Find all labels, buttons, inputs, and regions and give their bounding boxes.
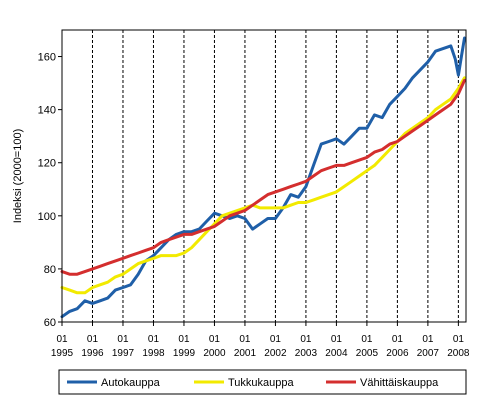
x-tick-month-2008: 01 [453,334,465,345]
x-tick-year-2007: 2007 [417,348,440,359]
series-line-2 [60,78,466,276]
x-tick-year-2006: 2006 [386,348,409,359]
x-tick-month-1999: 01 [178,334,190,345]
x-tick-year-2002: 2002 [264,348,287,359]
legend: Autokauppa Tukkukauppa Vähittäiskauppa [58,369,467,395]
x-tick-year-2000: 2000 [203,348,226,359]
plot-frame [61,29,467,323]
x-tick-year-2004: 2004 [325,348,348,359]
x-tick-month-2006: 01 [392,334,404,345]
x-tick-month-2007: 01 [422,334,434,345]
x-tick-year-2001: 2001 [234,348,257,359]
legend-label-0: Autokauppa [101,377,161,389]
x-tick-month-1997: 01 [117,334,129,345]
x-tick-year-1999: 1999 [173,348,196,359]
x-tick-month-1996: 01 [87,334,99,345]
x-tick-year-1996: 1996 [81,348,104,359]
grid-lines [91,30,459,322]
x-tick-month-1995: 01 [56,334,68,345]
x-tick-month-1998: 01 [148,334,160,345]
x-tick-year-2005: 2005 [356,348,379,359]
legend-box [58,369,467,395]
y-tick-label-160: 160 [38,52,56,64]
legend-label-2: Vähittäiskauppa [360,377,439,389]
x-tick-month-2000: 01 [209,334,221,345]
y-tick-label-120: 120 [38,158,56,170]
series-lines [60,36,466,319]
x-tick-year-1998: 1998 [142,348,165,359]
series-line-0 [60,36,466,319]
x-tick-month-2003: 01 [300,334,312,345]
x-tick-year-2003: 2003 [295,348,318,359]
x-axis: 01 1995 01 1996 01 1997 01 1998 01 1999 01 2000 01 20… [51,322,470,359]
x-tick-month-2005: 01 [361,334,373,345]
x-tick-year-1997: 1997 [112,348,135,359]
x-tick-month-2004: 01 [331,334,343,345]
y-tick-label-140: 140 [38,105,56,117]
y-tick-label-60: 60 [44,317,56,329]
x-tick-month-2001: 01 [239,334,251,345]
x-tick-month-2002: 01 [270,334,282,345]
y-axis-label: Indeksi (2000=100) [12,129,24,223]
y-tick-label-80: 80 [44,264,56,276]
legend-label-1: Tukkukauppa [228,377,295,389]
series-line-1 [60,76,466,295]
x-tick-year-2008: 2008 [447,348,470,359]
y-axis: 60 80 100 120 140 160 [38,52,62,329]
y-tick-label-100: 100 [38,211,56,223]
x-tick-year-1995: 1995 [51,348,74,359]
